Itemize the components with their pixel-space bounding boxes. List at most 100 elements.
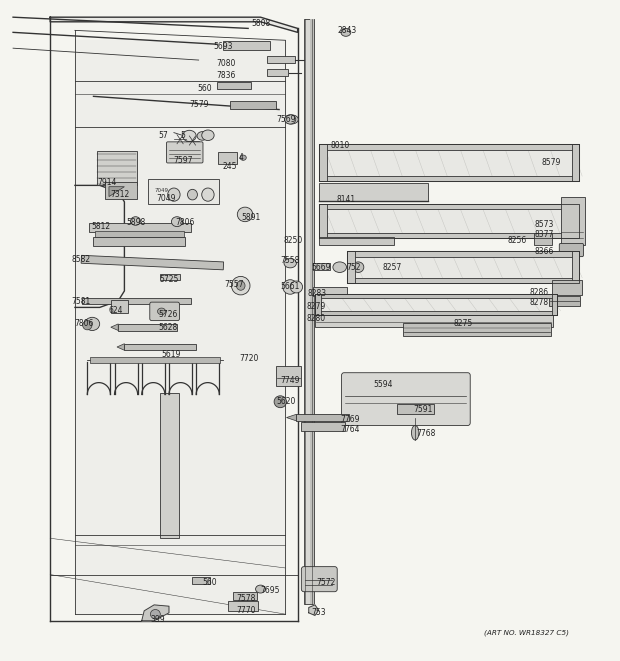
Bar <box>223 41 270 50</box>
Text: 560: 560 <box>203 578 217 587</box>
Text: 2843: 2843 <box>337 26 356 35</box>
Text: 8366: 8366 <box>534 247 554 256</box>
Ellipse shape <box>131 217 141 225</box>
Bar <box>319 145 579 150</box>
FancyBboxPatch shape <box>301 566 337 592</box>
Text: 8275: 8275 <box>454 319 473 329</box>
Bar <box>276 366 301 386</box>
Bar <box>82 297 190 304</box>
Text: 7764: 7764 <box>340 425 360 434</box>
Text: 7806: 7806 <box>175 218 195 227</box>
Text: 245: 245 <box>223 162 237 171</box>
Text: 8280: 8280 <box>307 314 326 323</box>
FancyBboxPatch shape <box>167 142 203 163</box>
Bar <box>125 344 195 350</box>
Ellipse shape <box>168 188 180 201</box>
Text: (ART NO. WR18327 C5): (ART NO. WR18327 C5) <box>484 629 569 636</box>
Ellipse shape <box>231 276 250 295</box>
Bar <box>267 56 294 63</box>
Polygon shape <box>286 414 296 421</box>
Text: 5693: 5693 <box>214 42 233 52</box>
Text: 5812: 5812 <box>91 222 110 231</box>
Ellipse shape <box>82 321 92 330</box>
Text: 7806: 7806 <box>74 319 94 329</box>
Bar <box>315 315 553 327</box>
Ellipse shape <box>353 262 364 272</box>
Text: 7770: 7770 <box>236 606 255 615</box>
Ellipse shape <box>151 609 161 619</box>
Text: 8257: 8257 <box>382 262 401 272</box>
Bar <box>552 294 557 315</box>
Ellipse shape <box>237 207 253 221</box>
Bar <box>315 294 321 315</box>
Bar <box>89 223 190 231</box>
Bar <box>534 233 552 245</box>
Bar <box>319 233 579 238</box>
Text: 5620: 5620 <box>277 397 296 407</box>
Bar <box>304 19 314 604</box>
Text: 7914: 7914 <box>97 178 117 187</box>
Bar <box>319 204 327 238</box>
Text: 5808: 5808 <box>251 19 270 28</box>
Text: 8573: 8573 <box>534 221 554 229</box>
Polygon shape <box>75 40 285 614</box>
Bar <box>572 251 579 283</box>
Bar <box>267 69 288 76</box>
Text: 7768: 7768 <box>417 429 436 438</box>
Bar <box>572 145 579 181</box>
Bar <box>148 178 219 204</box>
Ellipse shape <box>284 258 296 268</box>
Text: 7080: 7080 <box>217 59 236 68</box>
Polygon shape <box>347 251 579 283</box>
Ellipse shape <box>172 217 182 227</box>
Text: 7312: 7312 <box>110 190 129 199</box>
Text: 5725: 5725 <box>159 274 179 284</box>
Bar <box>232 592 257 600</box>
Ellipse shape <box>333 262 347 272</box>
Text: 5594: 5594 <box>373 380 392 389</box>
Ellipse shape <box>290 281 303 293</box>
Ellipse shape <box>285 115 298 124</box>
Bar <box>347 251 355 283</box>
Bar <box>319 145 327 181</box>
Text: 8286: 8286 <box>529 288 549 297</box>
Ellipse shape <box>240 155 246 161</box>
Bar <box>301 422 345 431</box>
Bar <box>319 237 394 245</box>
Bar <box>111 300 128 313</box>
FancyBboxPatch shape <box>559 243 583 256</box>
Bar <box>315 294 557 298</box>
Text: 752: 752 <box>346 262 361 272</box>
Bar <box>161 393 179 538</box>
Polygon shape <box>50 17 298 32</box>
Text: 7579: 7579 <box>189 100 208 110</box>
FancyBboxPatch shape <box>150 302 179 321</box>
Polygon shape <box>309 605 319 615</box>
Text: 8579: 8579 <box>542 158 561 167</box>
Polygon shape <box>319 204 579 238</box>
Text: 5628: 5628 <box>158 323 177 332</box>
Text: 4: 4 <box>238 153 243 162</box>
Text: 7769: 7769 <box>340 415 360 424</box>
Text: 8279: 8279 <box>306 302 326 311</box>
Bar <box>95 231 184 237</box>
Ellipse shape <box>197 132 208 140</box>
Text: 7749: 7749 <box>280 376 300 385</box>
Text: 5619: 5619 <box>161 350 180 359</box>
Bar <box>229 101 276 109</box>
Bar <box>319 176 579 181</box>
Text: 8010: 8010 <box>330 141 349 150</box>
Bar <box>347 278 579 283</box>
Text: 7572: 7572 <box>316 578 336 587</box>
Bar <box>97 151 137 185</box>
Text: 624: 624 <box>108 306 123 315</box>
Bar <box>397 404 434 414</box>
Text: 399: 399 <box>151 615 165 624</box>
Bar <box>118 324 177 330</box>
Text: 7557: 7557 <box>225 280 244 289</box>
Bar <box>105 182 137 198</box>
Bar <box>161 274 180 280</box>
Text: 5898: 5898 <box>126 218 145 227</box>
Text: 7581: 7581 <box>71 297 91 306</box>
Text: 7591: 7591 <box>413 405 432 414</box>
